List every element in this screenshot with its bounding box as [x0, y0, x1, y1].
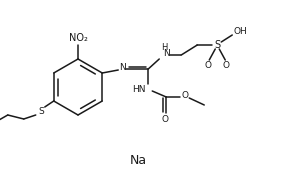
Text: HN: HN [132, 84, 146, 94]
Text: N: N [163, 48, 170, 58]
Text: O: O [182, 92, 189, 100]
Text: Na: Na [129, 153, 147, 167]
Text: O: O [162, 116, 169, 124]
Text: S: S [38, 108, 44, 116]
Text: S: S [214, 40, 220, 50]
Text: O: O [205, 62, 212, 70]
Text: NO₂: NO₂ [69, 33, 87, 43]
Text: O: O [223, 62, 230, 70]
Text: N: N [119, 64, 126, 72]
Text: H: H [161, 43, 167, 52]
Text: OH: OH [233, 27, 247, 35]
